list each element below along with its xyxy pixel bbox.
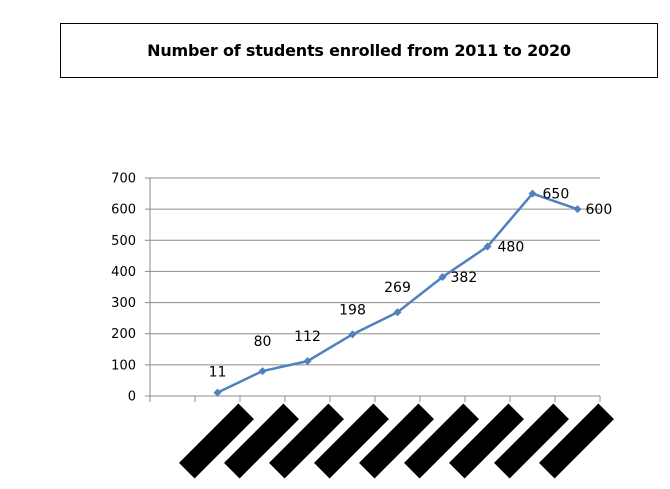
y-tick-label: 500 <box>111 234 136 249</box>
y-axis: 0 100 200 300 400 500 600 700 <box>111 172 151 405</box>
y-tick-label: 400 <box>111 265 136 280</box>
chart-title: Number of students enrolled from 2011 to… <box>147 41 571 60</box>
x-label-redaction-bar <box>269 403 344 479</box>
x-axis <box>149 395 601 402</box>
data-point-marker <box>258 367 267 376</box>
x-label-redaction-bar <box>404 403 479 479</box>
chart-title-box: Number of students enrolled from 2011 to… <box>60 23 658 78</box>
data-point-marker <box>528 189 537 198</box>
data-point-marker <box>573 205 582 214</box>
data-point-marker <box>483 242 492 251</box>
gridlines <box>150 177 600 366</box>
data-point-marker <box>393 308 402 317</box>
data-point-marker <box>303 357 312 366</box>
x-label-redaction-bar <box>494 403 569 479</box>
data-label: 80 <box>254 334 272 350</box>
x-label-redaction-bar <box>449 403 524 479</box>
series-group <box>213 189 582 397</box>
data-label: 112 <box>294 329 321 345</box>
x-label-redaction-bar <box>359 403 434 479</box>
y-tick-label: 600 <box>111 203 136 218</box>
x-label-redaction-bar <box>539 403 614 479</box>
data-label: 11 <box>209 365 227 381</box>
data-label: 650 <box>543 187 570 203</box>
x-label-redaction-bar <box>224 403 299 479</box>
x-axis-label-redactions <box>179 403 614 479</box>
data-point-marker <box>213 388 222 397</box>
x-label-redaction-bar <box>314 403 389 479</box>
data-point-marker <box>438 273 447 282</box>
y-tick-label: 200 <box>111 327 136 342</box>
data-label: 480 <box>498 240 525 256</box>
data-label: 269 <box>384 280 411 296</box>
data-labels: 11 80 112 198 269 382 480 650 600 <box>209 187 613 381</box>
data-label: 198 <box>339 302 366 318</box>
data-label: 382 <box>451 270 478 286</box>
y-tick-label: 0 <box>128 390 136 405</box>
data-label: 600 <box>586 202 613 218</box>
x-label-redaction-bar <box>179 403 254 479</box>
y-tick-label: 100 <box>111 358 136 373</box>
y-tick-label: 300 <box>111 296 136 311</box>
data-point-marker <box>348 330 357 339</box>
y-tick-label: 700 <box>111 172 136 187</box>
